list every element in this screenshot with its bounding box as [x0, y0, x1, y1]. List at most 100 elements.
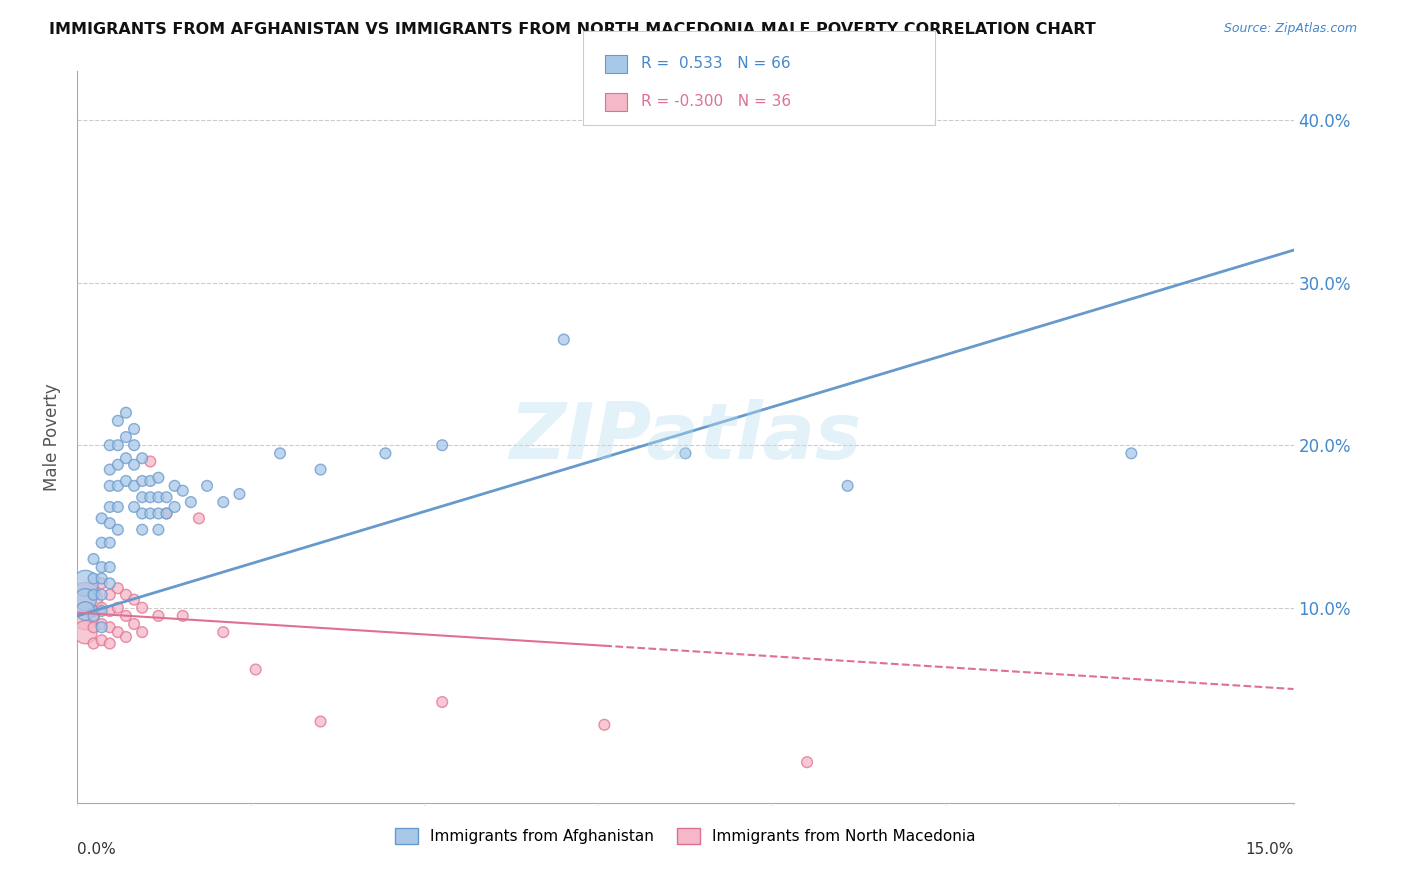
- Point: [90, 535, 112, 549]
- Point: [90, 620, 112, 634]
- Point: [83, 608, 105, 623]
- Point: [98, 576, 121, 591]
- Point: [115, 451, 138, 466]
- Point: [131, 600, 153, 615]
- Point: [107, 438, 129, 452]
- Point: [75, 625, 97, 640]
- Point: [212, 625, 235, 640]
- Point: [188, 511, 211, 525]
- Point: [75, 608, 97, 623]
- Point: [90, 576, 112, 591]
- Point: [115, 430, 138, 444]
- Point: [837, 479, 859, 493]
- Point: [212, 495, 235, 509]
- Point: [131, 625, 153, 640]
- Point: [245, 663, 267, 677]
- Point: [98, 604, 121, 618]
- Point: [98, 479, 121, 493]
- Point: [75, 592, 97, 607]
- Point: [675, 446, 697, 460]
- Point: [115, 630, 138, 644]
- Text: IMMIGRANTS FROM AFGHANISTAN VS IMMIGRANTS FROM NORTH MACEDONIA MALE POVERTY CORR: IMMIGRANTS FROM AFGHANISTAN VS IMMIGRANT…: [49, 22, 1095, 37]
- Point: [98, 560, 121, 574]
- Point: [107, 581, 129, 595]
- Point: [139, 507, 162, 521]
- Point: [90, 572, 112, 586]
- Point: [172, 608, 194, 623]
- Point: [148, 490, 170, 504]
- Point: [148, 507, 170, 521]
- Point: [553, 333, 575, 347]
- Point: [228, 487, 250, 501]
- Point: [122, 592, 145, 607]
- Point: [163, 479, 186, 493]
- Point: [139, 490, 162, 504]
- Point: [115, 406, 138, 420]
- Point: [309, 462, 332, 476]
- Point: [122, 617, 145, 632]
- Point: [107, 500, 129, 514]
- Point: [90, 511, 112, 525]
- Text: R = -0.300   N = 36: R = -0.300 N = 36: [641, 95, 792, 110]
- Point: [139, 454, 162, 468]
- Point: [148, 523, 170, 537]
- Point: [122, 500, 145, 514]
- Point: [98, 620, 121, 634]
- Point: [155, 490, 177, 504]
- Point: [593, 718, 616, 732]
- Point: [131, 507, 153, 521]
- Point: [75, 604, 97, 618]
- Point: [83, 552, 105, 566]
- Point: [90, 560, 112, 574]
- Point: [83, 636, 105, 650]
- Point: [107, 458, 129, 472]
- Point: [131, 451, 153, 466]
- Point: [107, 523, 129, 537]
- Point: [122, 438, 145, 452]
- Text: R =  0.533   N = 66: R = 0.533 N = 66: [641, 56, 790, 71]
- Point: [309, 714, 332, 729]
- Y-axis label: Male Poverty: Male Poverty: [44, 384, 62, 491]
- Point: [148, 471, 170, 485]
- Legend: Immigrants from Afghanistan, Immigrants from North Macedonia: Immigrants from Afghanistan, Immigrants …: [389, 822, 981, 850]
- Point: [155, 507, 177, 521]
- Point: [195, 479, 218, 493]
- Point: [90, 600, 112, 615]
- Point: [115, 474, 138, 488]
- Point: [180, 495, 202, 509]
- Point: [90, 604, 112, 618]
- Point: [139, 474, 162, 488]
- Point: [1121, 446, 1143, 460]
- Point: [131, 523, 153, 537]
- Point: [83, 604, 105, 618]
- Point: [172, 483, 194, 498]
- Point: [155, 507, 177, 521]
- Point: [107, 600, 129, 615]
- Point: [75, 576, 97, 591]
- Point: [115, 588, 138, 602]
- Point: [75, 592, 97, 607]
- Point: [131, 490, 153, 504]
- Point: [83, 588, 105, 602]
- Point: [98, 516, 121, 531]
- Point: [98, 535, 121, 549]
- Text: Source: ZipAtlas.com: Source: ZipAtlas.com: [1223, 22, 1357, 36]
- Point: [107, 414, 129, 428]
- Point: [90, 588, 112, 602]
- Point: [83, 620, 105, 634]
- Point: [98, 500, 121, 514]
- Point: [115, 608, 138, 623]
- Point: [83, 588, 105, 602]
- Point: [122, 458, 145, 472]
- Point: [107, 479, 129, 493]
- Point: [148, 608, 170, 623]
- Point: [131, 474, 153, 488]
- Point: [163, 500, 186, 514]
- Point: [374, 446, 396, 460]
- Point: [83, 572, 105, 586]
- Point: [430, 695, 453, 709]
- Point: [269, 446, 291, 460]
- Point: [107, 625, 129, 640]
- Point: [98, 636, 121, 650]
- Point: [98, 588, 121, 602]
